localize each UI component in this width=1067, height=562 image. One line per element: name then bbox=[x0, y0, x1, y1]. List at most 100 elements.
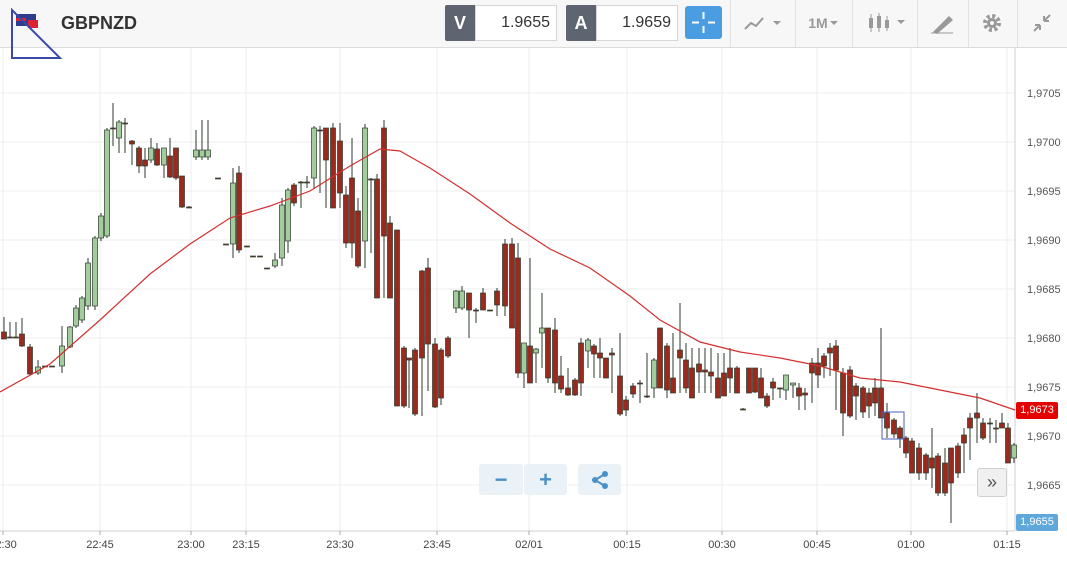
candle-body bbox=[173, 147, 179, 179]
candle-body bbox=[179, 175, 185, 208]
candle-body bbox=[92, 237, 98, 307]
candle-body bbox=[853, 385, 859, 397]
current-price-tag: 1,9655 bbox=[1016, 514, 1058, 531]
candle-body bbox=[136, 147, 142, 167]
candle-body bbox=[419, 270, 425, 359]
candle-body bbox=[578, 342, 584, 384]
candle-body bbox=[948, 447, 954, 484]
candle-body bbox=[193, 149, 199, 158]
candle-body bbox=[840, 372, 846, 414]
crosshair-icon bbox=[692, 12, 715, 33]
candle-body bbox=[27, 346, 33, 375]
candle-body bbox=[630, 385, 636, 395]
symbol-flag-icon bbox=[11, 8, 63, 59]
candle-body bbox=[425, 267, 431, 345]
candle-body bbox=[67, 326, 73, 348]
candle-body bbox=[186, 206, 192, 209]
candle-body bbox=[494, 290, 500, 306]
candle-body bbox=[502, 243, 508, 307]
candle-body bbox=[802, 392, 808, 396]
candle-body bbox=[644, 395, 650, 398]
candle-body bbox=[609, 352, 615, 356]
candle-body bbox=[257, 255, 263, 258]
candle-body bbox=[527, 345, 533, 384]
bid-price[interactable]: 1.9655 bbox=[475, 5, 557, 41]
y-tick-label: 1,9685 bbox=[1027, 284, 1061, 296]
candle-body bbox=[727, 367, 733, 379]
candle-body bbox=[746, 367, 752, 394]
ask-price[interactable]: 1.9659 bbox=[596, 5, 678, 41]
y-tick-label: 1,9700 bbox=[1027, 137, 1061, 149]
candle-body bbox=[891, 419, 897, 435]
candle-body bbox=[980, 422, 986, 439]
candle-body bbox=[758, 377, 764, 399]
candle-body bbox=[752, 367, 758, 393]
candle-body bbox=[205, 149, 211, 158]
candle-body bbox=[85, 262, 91, 307]
zoom-in-button[interactable]: + bbox=[524, 464, 567, 495]
candle-body bbox=[533, 348, 539, 354]
fullscreen-toggle-button[interactable] bbox=[1022, 5, 1062, 41]
candle-body bbox=[343, 194, 349, 244]
candle-body bbox=[1, 331, 7, 340]
candle-body bbox=[337, 140, 343, 194]
drawing-tools-button[interactable] bbox=[922, 5, 962, 41]
chart-type-button[interactable] bbox=[738, 5, 788, 41]
candle-body bbox=[909, 440, 915, 474]
candle-body bbox=[987, 422, 993, 425]
candle-body bbox=[637, 382, 643, 385]
candle-body bbox=[272, 259, 278, 267]
candle-body bbox=[677, 349, 683, 359]
bid-label[interactable]: V bbox=[445, 5, 475, 41]
candle-body bbox=[445, 337, 451, 357]
y-tick-label: 1,9675 bbox=[1027, 382, 1061, 394]
candle-body bbox=[215, 177, 221, 180]
settings-button[interactable] bbox=[973, 5, 1011, 41]
candle-body bbox=[999, 422, 1005, 429]
y-tick-label: 1,9705 bbox=[1027, 88, 1061, 100]
x-tick-label: 23:45 bbox=[423, 539, 451, 551]
candle-body bbox=[809, 362, 815, 374]
scroll-right-button[interactable]: » bbox=[977, 468, 1007, 497]
candle-body bbox=[298, 181, 304, 184]
candle-body bbox=[116, 121, 122, 139]
share-button[interactable] bbox=[578, 464, 621, 495]
candle-body bbox=[521, 342, 527, 374]
candle-body bbox=[860, 387, 866, 413]
candle-body bbox=[827, 347, 833, 354]
zoom-out-button[interactable]: − bbox=[479, 464, 523, 495]
crosshair-button[interactable] bbox=[685, 6, 722, 39]
candle-body bbox=[783, 374, 789, 391]
candle-body bbox=[330, 127, 336, 209]
candle-body bbox=[466, 292, 472, 311]
candle-body bbox=[104, 129, 110, 237]
candle-body bbox=[696, 363, 702, 373]
candle-body bbox=[487, 309, 493, 312]
candle-body bbox=[432, 343, 438, 408]
candle-body bbox=[355, 210, 361, 267]
candle-body bbox=[833, 345, 839, 371]
x-tick-label: 01:15 bbox=[993, 539, 1021, 551]
candle-body bbox=[967, 417, 973, 429]
candle-body bbox=[473, 309, 479, 312]
y-tick-label: 1,9695 bbox=[1027, 186, 1061, 198]
candle-body bbox=[142, 159, 148, 167]
timeframe-button[interactable]: 1M bbox=[800, 5, 848, 41]
candle-body bbox=[362, 127, 368, 242]
candle-body bbox=[304, 181, 310, 184]
candle-body bbox=[929, 457, 935, 469]
y-tick-label: 1,9690 bbox=[1027, 235, 1061, 247]
candle-body bbox=[438, 349, 444, 399]
ask-label[interactable]: A bbox=[566, 5, 596, 41]
candle-body bbox=[897, 427, 903, 439]
symbol-name[interactable]: GBPNZD bbox=[61, 13, 137, 33]
candle-body bbox=[815, 362, 821, 376]
candle-body bbox=[539, 327, 545, 334]
candle-body bbox=[777, 387, 783, 390]
candle-body bbox=[387, 222, 393, 299]
candle-body bbox=[585, 339, 591, 352]
candle-style-button[interactable] bbox=[860, 5, 910, 41]
candle-body bbox=[381, 127, 387, 237]
candle-body bbox=[110, 127, 116, 130]
timeframe-label: 1M bbox=[808, 15, 828, 31]
